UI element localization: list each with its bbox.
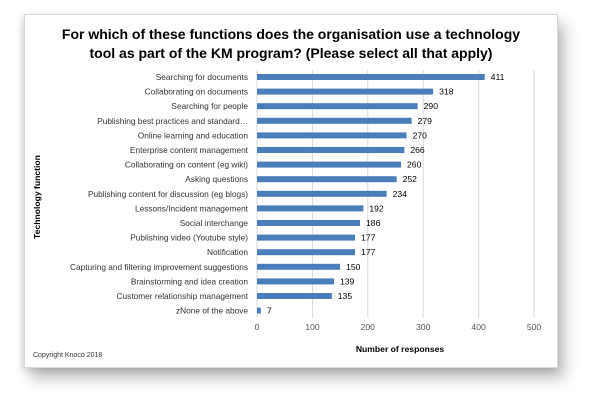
data-label: 177 (361, 233, 376, 243)
category-label: Collaborating on documents (145, 87, 248, 97)
bar (257, 307, 261, 314)
category-label: Brainstorming and idea creation (131, 276, 249, 286)
data-label: 234 (393, 189, 408, 199)
bar (257, 205, 364, 212)
bar (257, 263, 341, 270)
bar (257, 234, 356, 241)
category-label: Publishing video (Youtube style) (130, 233, 248, 243)
bar (257, 176, 397, 183)
data-label: 192 (369, 203, 384, 213)
bars (257, 74, 485, 314)
data-label: 411 (491, 72, 505, 82)
bar (257, 249, 356, 256)
data-label: 279 (418, 116, 433, 126)
bar-chart: For which of these functions does the or… (32, 26, 542, 359)
category-labels: Searching for documents Collaborating on … (70, 72, 249, 316)
data-label: 270 (413, 130, 428, 140)
data-label: 7 (267, 306, 272, 316)
category-label: zNone of the above (176, 306, 248, 316)
x-tick-label: 500 (527, 322, 542, 332)
bar (257, 190, 387, 197)
chart-title-line-2: tool as part of the KM program? (Please … (90, 45, 493, 61)
bar (257, 132, 407, 139)
x-tick-label: 100 (305, 322, 320, 332)
category-label: Searching for documents (156, 72, 248, 82)
chart-title-line-1: For which of these functions does the or… (62, 26, 520, 42)
category-label: Lessons/Incident management (135, 203, 249, 213)
x-tick-label: 200 (361, 322, 376, 332)
copyright-text: Copyright Knoco 2018 (33, 352, 102, 359)
category-label: Enterprise content management (130, 145, 249, 155)
bar (257, 74, 485, 80)
x-tick-labels: 0 100 200 300 400 500 (255, 322, 542, 332)
bar (257, 117, 412, 124)
data-label: 186 (366, 218, 381, 228)
x-axis-title: Number of responses (356, 344, 445, 354)
bar (257, 220, 361, 226)
chart-card: For which of these functions does the or… (24, 14, 558, 368)
data-labels: 4113182902792702662602522341921861771771… (267, 72, 505, 316)
x-tick-label: 400 (471, 322, 486, 332)
bar (257, 103, 418, 110)
data-label: 260 (407, 160, 422, 170)
category-label: Collaborating on content (eg wiki) (125, 160, 248, 170)
data-label: 290 (424, 101, 439, 111)
data-label: 139 (340, 276, 355, 286)
category-label: Asking questions (185, 174, 248, 184)
bar (257, 161, 402, 168)
bar (257, 278, 335, 285)
category-label: Customer relationship management (117, 291, 249, 301)
data-label: 318 (439, 87, 454, 97)
data-label: 252 (403, 174, 418, 184)
category-label: Publishing best practices and standard… (97, 116, 248, 126)
bar (257, 147, 405, 153)
category-label: Social interchange (180, 218, 249, 228)
data-label: 135 (338, 291, 353, 301)
category-label: Capturing and filtering improvement sugg… (70, 262, 248, 272)
data-label: 150 (346, 262, 361, 272)
x-tick-label: 0 (255, 322, 260, 332)
category-label: Publishing content for discussion (eg bl… (88, 189, 248, 199)
category-label: Searching for people (171, 101, 248, 111)
data-label: 177 (361, 247, 376, 257)
bar (257, 293, 332, 299)
category-label: Notification (207, 247, 248, 257)
y-axis-title: Technology function (32, 155, 42, 239)
bar (257, 88, 434, 95)
x-tick-label: 300 (416, 322, 431, 332)
data-label: 266 (410, 145, 425, 155)
category-label: Online learning and education (138, 130, 249, 140)
